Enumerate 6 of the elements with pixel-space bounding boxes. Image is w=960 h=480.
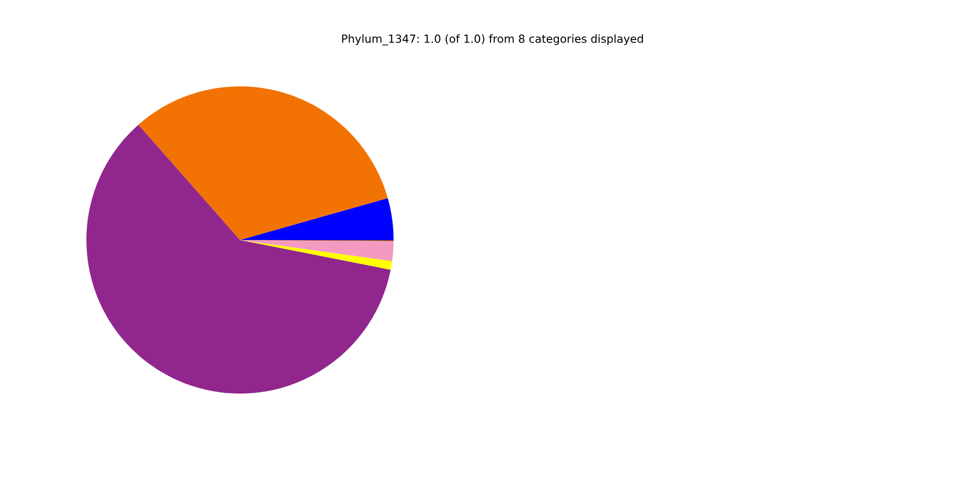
text: Phylum_1347: 1.0 (of 1.0) from 8 categories displayed <box>342 34 643 46</box>
pie-slice <box>86 124 391 394</box>
pie-slice <box>240 240 392 270</box>
pie-slice <box>240 240 394 262</box>
pie-slice <box>138 86 388 240</box>
pie-slice <box>240 198 394 240</box>
